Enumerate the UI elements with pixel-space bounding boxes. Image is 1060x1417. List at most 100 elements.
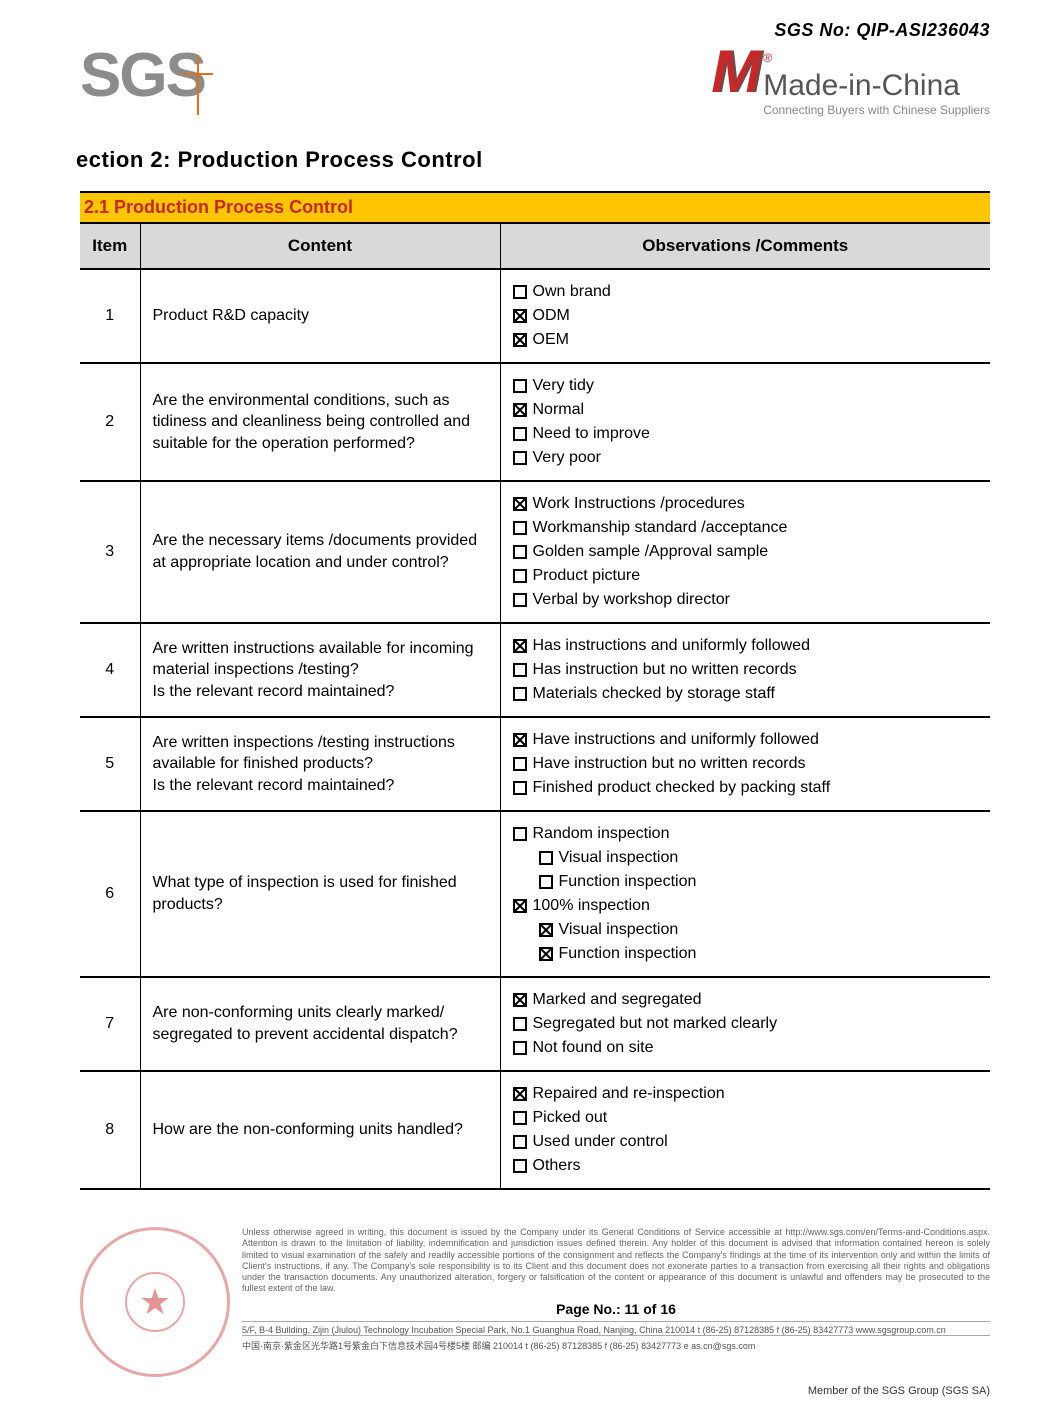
option-label: 100% inspection xyxy=(533,894,650,918)
checkbox-icon xyxy=(539,923,553,937)
checkbox-icon xyxy=(513,1111,527,1125)
option-label: Has instruction but no written records xyxy=(533,658,797,682)
option-label: Materials checked by storage staff xyxy=(533,682,776,706)
option-label: Workmanship standard /acceptance xyxy=(533,516,788,540)
option-label: Visual inspection xyxy=(559,918,679,942)
table-row: 2Are the environmental conditions, such … xyxy=(80,363,990,481)
checkbox-icon xyxy=(513,1135,527,1149)
option-label: Function inspection xyxy=(559,870,697,894)
checkbox-icon xyxy=(513,993,527,1007)
checkbox-icon xyxy=(513,733,527,747)
checkbox-icon xyxy=(513,545,527,559)
table-row: 6What type of inspection is used for fin… xyxy=(80,811,990,977)
checkbox-option: Very tidy xyxy=(513,374,979,398)
observations-cell: Have instructions and uniformly followed… xyxy=(500,717,990,811)
option-label: Picked out xyxy=(533,1106,608,1130)
inspection-seal-icon: ★ xyxy=(80,1227,230,1377)
table-row: 4Are written instructions available for … xyxy=(80,623,990,717)
checkbox-option: Visual inspection xyxy=(539,918,979,942)
col-observations: Observations /Comments xyxy=(500,224,990,270)
checkbox-icon xyxy=(513,827,527,841)
option-label: Repaired and re-inspection xyxy=(533,1082,725,1106)
checkbox-icon xyxy=(513,569,527,583)
observations-cell: Has instructions and uniformly followedH… xyxy=(500,623,990,717)
checkbox-icon xyxy=(513,757,527,771)
option-label: Have instructions and uniformly followed xyxy=(533,728,819,752)
checkbox-icon xyxy=(513,521,527,535)
observations-cell: Random inspectionVisual inspectionFuncti… xyxy=(500,811,990,977)
checkbox-option: Repaired and re-inspection xyxy=(513,1082,979,1106)
table-row: 1Product R&D capacityOwn brandODMOEM xyxy=(80,269,990,363)
checkbox-option: Function inspection xyxy=(539,942,979,966)
made-in-china-logo: M ® Made-in-China Connecting Buyers with… xyxy=(711,45,990,117)
option-label: OEM xyxy=(533,328,569,352)
col-item: Item xyxy=(80,224,140,270)
audit-table: Item Content Observations /Comments 1Pro… xyxy=(80,223,990,1190)
item-number: 6 xyxy=(80,811,140,977)
option-label: Very tidy xyxy=(533,374,594,398)
option-label: Finished product checked by packing staf… xyxy=(533,776,831,800)
content-text: Are the environmental conditions, such a… xyxy=(140,363,500,481)
option-label: Segregated but not marked clearly xyxy=(533,1012,778,1036)
checkbox-icon xyxy=(513,451,527,465)
content-text: Are non-conforming units clearly marked/… xyxy=(140,977,500,1071)
checkbox-option: Has instruction but no written records xyxy=(513,658,979,682)
disclaimer-text: Unless otherwise agreed in writing, this… xyxy=(242,1227,990,1295)
checkbox-option: Materials checked by storage staff xyxy=(513,682,979,706)
option-label: Very poor xyxy=(533,446,601,470)
mic-m-icon: M xyxy=(711,45,755,99)
checkbox-option: Very poor xyxy=(513,446,979,470)
sgs-number: SGS No: QIP-ASI236043 xyxy=(80,20,990,41)
item-number: 2 xyxy=(80,363,140,481)
option-label: Golden sample /Approval sample xyxy=(533,540,769,564)
item-number: 5 xyxy=(80,717,140,811)
checkbox-icon xyxy=(513,379,527,393)
observations-cell: Marked and segregatedSegregated but not … xyxy=(500,977,990,1071)
item-number: 1 xyxy=(80,269,140,363)
checkbox-icon xyxy=(513,427,527,441)
content-text: Are written inspections /testing instruc… xyxy=(140,717,500,811)
item-number: 4 xyxy=(80,623,140,717)
checkbox-icon xyxy=(513,663,527,677)
option-label: ODM xyxy=(533,304,570,328)
checkbox-icon xyxy=(539,875,553,889)
mic-subtitle: Connecting Buyers with Chinese Suppliers xyxy=(763,103,990,117)
checkbox-option: Others xyxy=(513,1154,979,1178)
checkbox-icon xyxy=(513,1159,527,1173)
observations-cell: Own brandODMOEM xyxy=(500,269,990,363)
checkbox-option: Random inspection xyxy=(513,822,979,846)
checkbox-option: Visual inspection xyxy=(539,846,979,870)
observations-cell: Work Instructions /proceduresWorkmanship… xyxy=(500,481,990,623)
checkbox-option: Own brand xyxy=(513,280,979,304)
address-line-2: 中国·南京·紫金区光华路1号紫金白下信息技术园4号楼5楼 邮编 210014 t… xyxy=(242,1339,755,1352)
option-label: Normal xyxy=(533,398,585,422)
checkbox-option: Golden sample /Approval sample xyxy=(513,540,979,564)
checkbox-option: OEM xyxy=(513,328,979,352)
page-number: Page No.: 11 of 16 xyxy=(242,1301,990,1317)
checkbox-icon xyxy=(513,781,527,795)
member-text: Member of the SGS Group (SGS SA) xyxy=(80,1385,990,1397)
checkbox-option: 100% inspection xyxy=(513,894,979,918)
checkbox-option: Normal xyxy=(513,398,979,422)
item-number: 3 xyxy=(80,481,140,623)
checkbox-option: Segregated but not marked clearly xyxy=(513,1012,979,1036)
section-banner: 2.1 Production Process Control xyxy=(80,191,990,223)
checkbox-icon xyxy=(513,285,527,299)
option-label: Own brand xyxy=(533,280,611,304)
checkbox-icon xyxy=(539,947,553,961)
checkbox-option: Has instructions and uniformly followed xyxy=(513,634,979,658)
option-label: Need to improve xyxy=(533,422,650,446)
page-footer: ★ Unless otherwise agreed in writing, th… xyxy=(80,1227,990,1397)
checkbox-option: Picked out xyxy=(513,1106,979,1130)
checkbox-icon xyxy=(513,593,527,607)
option-label: Random inspection xyxy=(533,822,670,846)
option-label: Marked and segregated xyxy=(533,988,702,1012)
item-number: 7 xyxy=(80,977,140,1071)
checkbox-option: Have instruction but no written records xyxy=(513,752,979,776)
checkbox-icon xyxy=(513,333,527,347)
content-text: What type of inspection is used for fini… xyxy=(140,811,500,977)
mic-title: Made-in-China xyxy=(763,69,990,103)
checkbox-icon xyxy=(513,1041,527,1055)
checkbox-icon xyxy=(513,309,527,323)
checkbox-option: Marked and segregated xyxy=(513,988,979,1012)
